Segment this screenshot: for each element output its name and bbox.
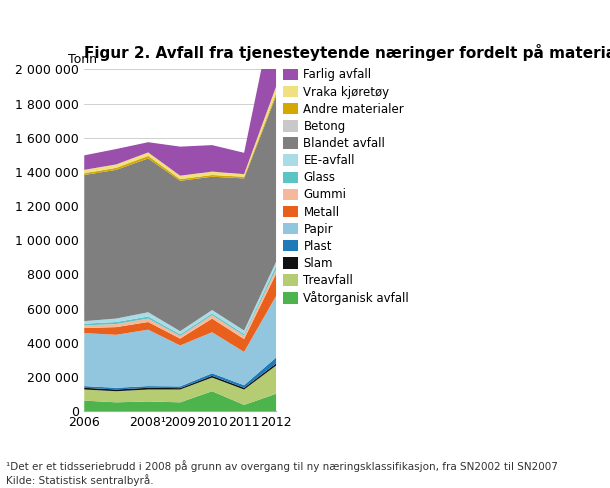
Text: Tonn: Tonn (68, 53, 98, 66)
Legend: Farlig avfall, Vraka kjøretøy, Andre materialer, Betong, Blandet avfall, EE-avfa: Farlig avfall, Vraka kjøretøy, Andre mat… (284, 68, 409, 305)
Text: ¹Det er et tidsseriebrudd i 2008 på grunn av overgang til ny næringsklassifikasj: ¹Det er et tidsseriebrudd i 2008 på grun… (6, 460, 558, 486)
Text: Figur 2. Avfall fra tjenesteytende næringer fordelt på materialtype: Figur 2. Avfall fra tjenesteytende nærin… (84, 44, 610, 61)
